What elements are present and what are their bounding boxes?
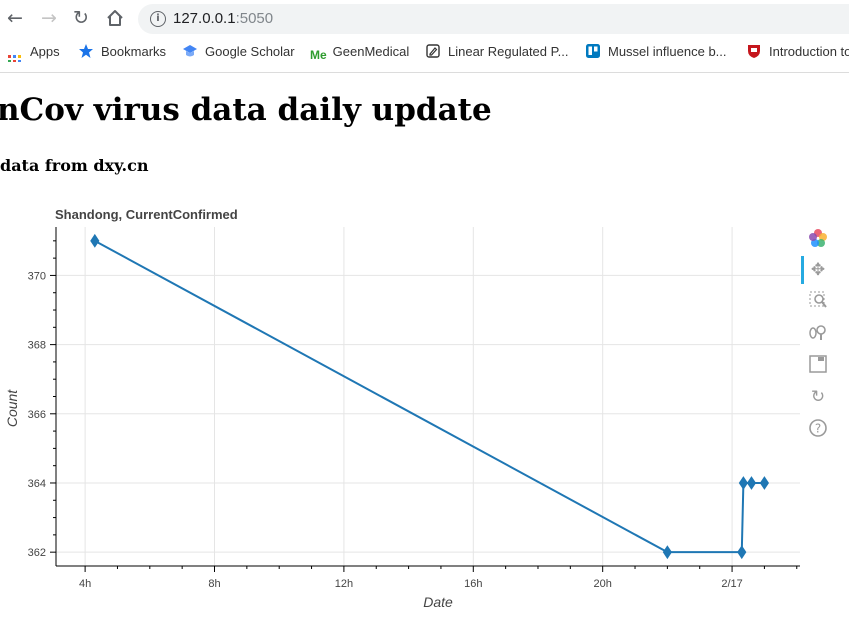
x-tick-label: 2/17 — [721, 578, 742, 590]
bookmark-label: Mussel influence b... — [608, 44, 727, 59]
x-tick-label: 16h — [464, 578, 482, 590]
pan-icon[interactable]: ✥ — [810, 260, 826, 280]
bookmark-label: Google Scholar — [205, 44, 295, 59]
trello-icon — [586, 44, 600, 58]
data-point-marker[interactable] — [759, 476, 770, 490]
reload-icon[interactable]: ↻ — [73, 7, 89, 29]
save-icon[interactable] — [807, 354, 829, 376]
bookmark-mussel[interactable]: Mussel influence b... — [585, 42, 727, 62]
bookmark-bookmarks[interactable]: Bookmarks — [78, 42, 166, 62]
reset-icon[interactable]: ↻ — [810, 387, 826, 407]
bookmark-label: Apps — [30, 44, 60, 59]
data-point-marker[interactable] — [746, 476, 757, 490]
bookmark-label: GeenMedical — [332, 44, 410, 59]
star-icon — [79, 44, 93, 58]
svg-text:?: ? — [815, 422, 821, 436]
bookmark-geenmedical[interactable]: Me GeenMedical — [310, 42, 409, 62]
data-point-marker[interactable] — [662, 545, 672, 560]
bookmark-label: Bookmarks — [101, 44, 167, 59]
chart-title: Shandong, CurrentConfirmed — [55, 207, 238, 222]
back-arrow-icon[interactable]: ← — [7, 7, 23, 29]
chart-toolbar: ✥ ↻ ? — [801, 224, 841, 444]
y-tick-label: 370 — [28, 270, 46, 282]
data-point-marker[interactable] — [737, 545, 747, 560]
x-tick-label: 8h — [208, 578, 220, 590]
page-title: nCov virus data daily update — [0, 92, 492, 128]
page-subtitle: data from dxy.cn — [0, 156, 149, 175]
data-point-marker[interactable] — [90, 233, 100, 248]
url-text: 127.0.0.1:5050 — [173, 10, 274, 27]
y-axis-label: Count — [4, 389, 20, 427]
x-axis-label: Date — [423, 594, 453, 610]
bookmark-label: Introduction to — [769, 44, 849, 59]
forward-arrow-icon[interactable]: → — [41, 7, 57, 29]
bookmarks-bar: Apps Bookmarks Google Scholar Me GeenMedi… — [0, 42, 849, 62]
wheel-zoom-icon[interactable] — [807, 322, 829, 344]
data-point-marker[interactable] — [738, 476, 748, 490]
geenmedical-logo-icon: Me — [310, 48, 327, 62]
bookmark-apps[interactable]: Apps — [8, 42, 60, 62]
help-icon[interactable]: ? — [807, 418, 829, 440]
series-line — [94, 239, 765, 554]
box-zoom-icon[interactable] — [807, 290, 829, 312]
line-chart[interactable]: 362 364 366 368 370 4h 8h 12h 16h 20h 2/17 Date Coun… — [0, 222, 800, 622]
bookmark-google-scholar[interactable]: Google Scholar — [182, 42, 295, 62]
shield-crest-icon — [748, 45, 760, 58]
apps-grid-icon — [8, 55, 21, 62]
home-icon[interactable] — [103, 6, 127, 30]
x-tick-label: 20h — [593, 578, 611, 590]
bookmark-linear-regulated[interactable]: Linear Regulated P... — [425, 42, 568, 62]
y-tick-label: 366 — [28, 409, 46, 421]
document-pen-icon — [426, 44, 440, 58]
y-tick-label: 364 — [28, 478, 46, 490]
scholar-cap-icon — [183, 45, 197, 57]
active-tool-indicator — [801, 256, 804, 284]
y-tick-label: 368 — [28, 340, 46, 352]
browser-chrome: ← → ↻ i 127.0.0.1:5050 Apps Bookmarks Go… — [0, 0, 849, 73]
bookmark-introduction[interactable]: Introduction to — [746, 42, 849, 62]
bokeh-logo-icon[interactable] — [807, 228, 829, 250]
info-icon[interactable]: i — [150, 11, 166, 27]
x-tick-label: 12h — [335, 578, 353, 590]
bookmark-label: Linear Regulated P... — [448, 44, 569, 59]
y-tick-label: 362 — [28, 547, 46, 559]
address-bar[interactable]: i 127.0.0.1:5050 — [138, 4, 849, 34]
x-tick-label: 4h — [79, 578, 91, 590]
